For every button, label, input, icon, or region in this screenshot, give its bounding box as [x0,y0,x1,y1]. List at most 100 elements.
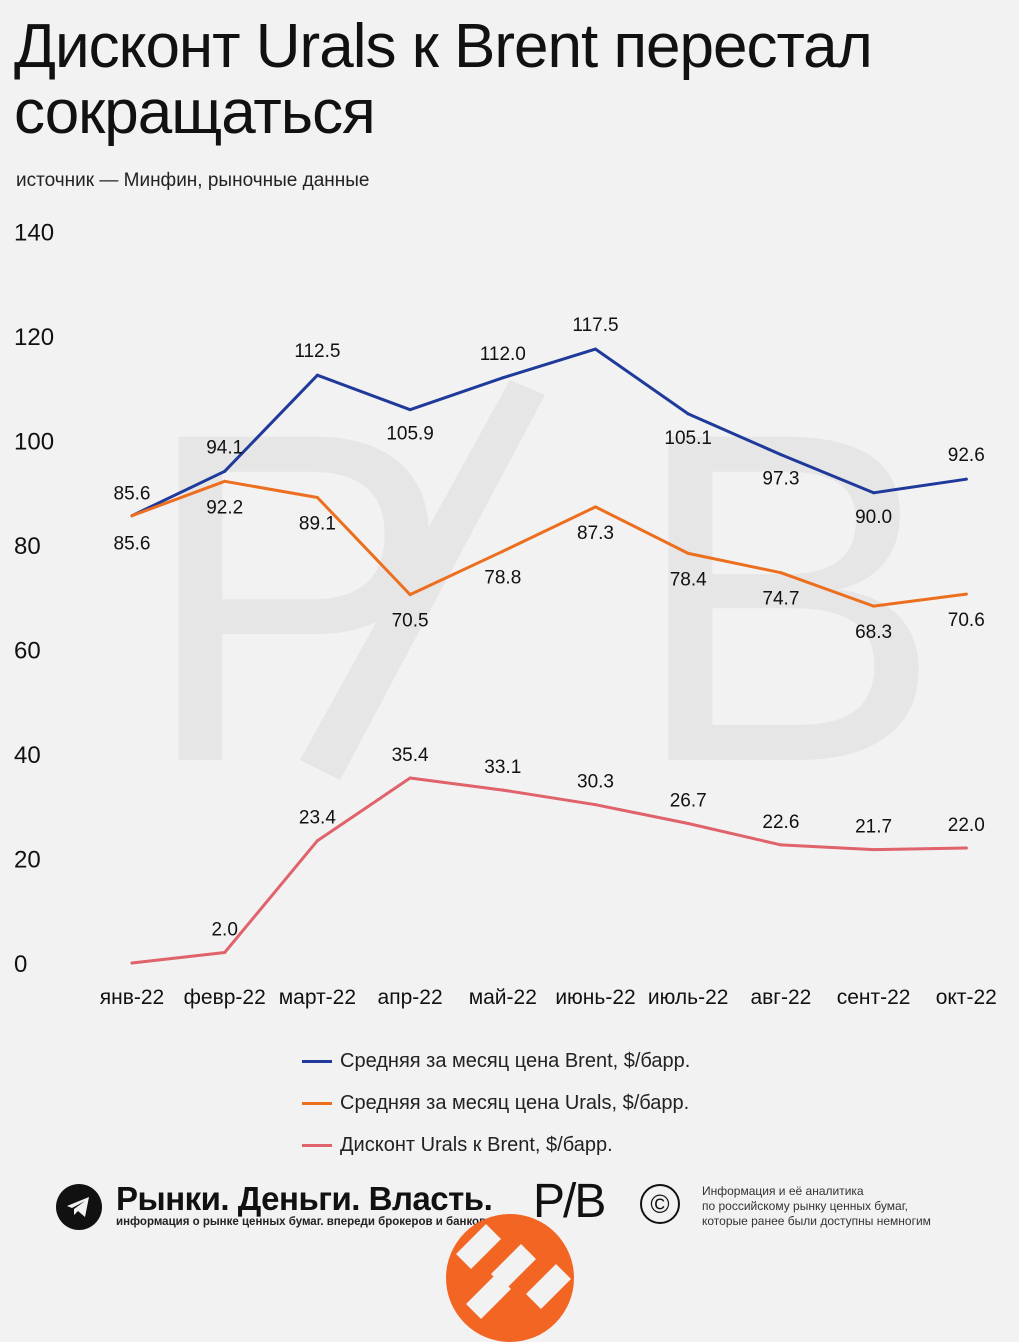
y-tick-label: 100 [14,429,54,456]
data-label-brent: 94.1 [206,437,243,458]
data-label-discount: 35.4 [392,745,429,766]
data-point-brent [779,453,783,457]
data-label-brent: 90.0 [855,507,892,528]
footer-note-line: по российскому рынку ценных бумаг, [702,1199,908,1213]
data-label-urals: 87.3 [577,523,614,544]
data-label-brent: 92.6 [948,445,985,466]
data-point-urals [408,593,412,597]
data-point-discount [964,846,968,850]
y-tick-label: 0 [14,951,27,978]
data-point-brent [964,477,968,481]
legend-swatch-urals [302,1101,332,1105]
data-label-brent: 105.9 [386,424,434,445]
x-tick-label: май-22 [469,986,537,1009]
data-point-brent [594,347,597,351]
data-label-urals: 78.4 [670,569,707,590]
data-label-urals: 85.6 [114,534,151,555]
data-point-discount [594,803,597,807]
series-line-urals [130,479,968,608]
data-point-brent [408,408,412,412]
page-title: Дисконт Urals к Brent перестал сокращать… [14,12,873,147]
data-point-discount [872,848,876,852]
legend-label-urals: Средняя за месяц цена Urals, $/барр. [340,1091,690,1114]
data-label-brent: 117.5 [572,315,618,336]
legend-label-brent: Средняя за месяц цена Brent, $/барр. [340,1049,691,1072]
data-label-brent: 105.1 [664,428,712,449]
legend-item-brent: Средняя за месяц цена Brent, $/барр. [302,1040,690,1082]
x-tick-label: июль-22 [648,986,729,1009]
data-point-urals [223,479,227,483]
data-label-brent: 112.5 [294,341,340,362]
x-tick-label: окт-22 [936,986,997,1009]
data-label-discount: 22.6 [762,812,799,833]
watermark-letter-b: B [630,335,944,860]
data-label-urals: 74.7 [762,589,799,610]
data-point-discount [779,843,783,847]
data-point-discount [315,839,319,843]
y-tick-label: 60 [14,638,41,665]
x-tick-label: янв-22 [100,986,164,1009]
data-label-urals: 78.8 [484,567,521,588]
logo-circle-icon [446,1214,574,1342]
y-tick-label: 40 [14,742,41,769]
x-tick-label: апр-22 [378,986,443,1009]
legend-label-discount: Дисконт Urals к Brent, $/барр. [340,1133,613,1156]
copyright-icon: © [640,1184,680,1224]
data-label-urals: 68.3 [855,622,892,643]
legend: Средняя за месяц цена Brent, $/барр. Сре… [302,1040,690,1166]
series-lines [130,347,968,965]
brand-name: Рынки. Деньги. Власть. [116,1180,493,1217]
legend-swatch-brent [302,1059,332,1063]
series-line-discount [130,776,968,965]
data-point-urals [872,604,876,608]
footer-note-line: которые ранее были доступны немногим [702,1214,931,1228]
legend-swatch-discount [302,1143,332,1147]
x-tick-label: март-22 [279,986,356,1009]
data-point-urals [686,551,690,555]
data-label-urals: 70.5 [392,611,429,632]
data-point-urals [501,549,505,553]
data-label-urals: 89.1 [299,513,336,534]
data-label-discount: 2.0 [211,920,237,941]
data-point-brent [872,491,876,495]
data-point-urals [964,592,968,596]
data-label-brent: 97.3 [762,469,799,490]
footer-note: Информация и её аналитика по российскому… [702,1184,1002,1229]
footer: Рынки. Деньги. Власть. информация о рынк… [0,1170,1019,1342]
x-tick-label: авг-22 [750,986,811,1009]
data-point-discount [130,961,134,965]
data-label-discount: 22.0 [948,815,985,836]
data-point-discount [408,776,412,780]
y-axis: 0 20 40 60 80 100 120 140 [14,220,54,979]
x-axis: янв-22 февр-22 март-22 апр-22 май-22 июнь-22 и… [100,986,997,1009]
data-label-discount: 30.3 [577,772,614,793]
data-label-discount: 23.4 [299,808,336,829]
watermark-slash [300,380,545,780]
data-point-brent [223,469,227,473]
data-label-discount: 33.1 [484,757,521,778]
data-labels: 85.6 94.1 112.5 105.9 112.0 117.5 105.1 97.3 90.… [114,315,985,940]
data-label-discount: 26.7 [670,790,707,811]
data-point-brent [501,376,505,380]
y-tick-label: 120 [14,324,54,351]
y-tick-label: 80 [14,533,41,560]
footer-note-line: Информация и её аналитика [702,1184,864,1198]
x-tick-label: февр-22 [184,986,266,1009]
telegram-icon[interactable] [56,1184,102,1230]
data-point-discount [686,821,690,825]
legend-item-urals: Средняя за месяц цена Urals, $/барр. [302,1082,690,1124]
x-tick-label: июнь-22 [555,986,635,1009]
data-label-discount: 21.7 [855,817,892,838]
data-point-urals [130,514,134,518]
pb-logo: P/B [533,1175,606,1228]
data-label-brent: 112.0 [480,344,526,365]
y-tick-label: 20 [14,847,41,874]
legend-item-discount: Дисконт Urals к Brent, $/барр. [302,1124,690,1166]
data-point-discount [223,951,227,955]
data-point-urals [594,505,597,509]
y-tick-label: 140 [14,220,54,247]
data-point-discount [501,788,505,792]
data-point-urals [779,571,783,575]
